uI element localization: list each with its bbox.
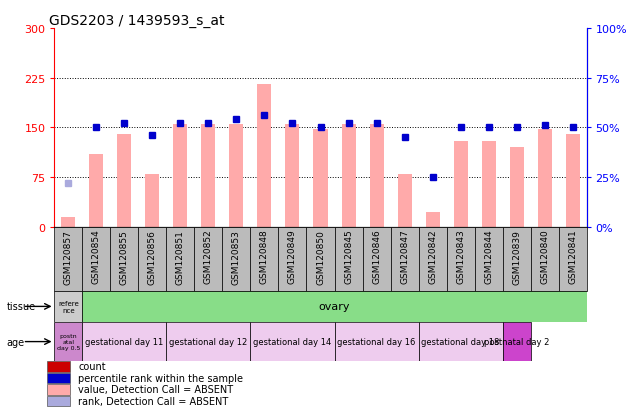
Text: gestational day 11: gestational day 11 [85,337,163,346]
Bar [54,291,83,322]
Bar [419,322,503,361]
Bar [397,174,412,227]
Text: refere
nce: refere nce [58,300,79,313]
Text: postn
atal
day 0.5: postn atal day 0.5 [57,333,80,350]
Text: GSM120844: GSM120844 [484,229,493,284]
Bar [47,373,70,383]
Bar [201,125,215,227]
Bar [222,227,251,291]
Text: GSM120856: GSM120856 [148,229,157,284]
Bar [47,384,70,395]
Bar [503,322,531,361]
Text: GSM120848: GSM120848 [260,229,269,284]
Text: percentile rank within the sample: percentile rank within the sample [78,373,243,383]
Text: GSM120842: GSM120842 [428,229,437,284]
Bar [47,361,70,372]
Text: GSM120840: GSM120840 [540,229,549,284]
Text: GSM120854: GSM120854 [92,229,101,284]
Bar [83,227,110,291]
Text: GSM120849: GSM120849 [288,229,297,284]
Text: age: age [6,337,24,347]
Bar [313,129,328,227]
Bar [538,129,551,227]
Text: gestational day 14: gestational day 14 [253,337,331,346]
Text: GSM120851: GSM120851 [176,229,185,284]
Text: GSM120839: GSM120839 [512,229,521,284]
Bar [447,227,474,291]
Bar [251,227,278,291]
Bar [390,227,419,291]
Text: GSM120857: GSM120857 [64,229,73,284]
Bar [258,85,272,227]
Bar [54,227,83,291]
Bar [481,141,495,227]
Text: GSM120841: GSM120841 [568,229,577,284]
Text: GSM120850: GSM120850 [316,229,325,284]
Text: value, Detection Call = ABSENT: value, Detection Call = ABSENT [78,385,233,394]
Text: GDS2203 / 1439593_s_at: GDS2203 / 1439593_s_at [49,14,224,28]
Text: tissue: tissue [6,301,35,312]
Bar [47,396,70,406]
Bar [342,125,356,227]
Text: GSM120843: GSM120843 [456,229,465,284]
Text: GSM120852: GSM120852 [204,229,213,284]
Bar [278,227,306,291]
Bar [229,125,244,227]
Bar [83,322,167,361]
Bar [335,227,363,291]
Text: gestational day 18: gestational day 18 [421,337,500,346]
Bar [306,227,335,291]
Text: GSM120846: GSM120846 [372,229,381,284]
Text: GSM120847: GSM120847 [400,229,409,284]
Bar [117,135,131,227]
Bar [54,322,83,361]
Text: GSM120853: GSM120853 [232,229,241,284]
Bar [369,125,383,227]
Bar [503,227,531,291]
Text: count: count [78,362,106,372]
Bar [62,217,76,227]
Bar [419,227,447,291]
Text: rank, Detection Call = ABSENT: rank, Detection Call = ABSENT [78,396,228,406]
Bar [510,148,524,227]
Bar [174,125,188,227]
Bar [110,227,138,291]
Text: postnatal day 2: postnatal day 2 [484,337,549,346]
Bar [194,227,222,291]
Text: GSM120855: GSM120855 [120,229,129,284]
Bar [285,125,299,227]
Bar [90,154,103,227]
Bar [138,227,167,291]
Text: ovary: ovary [319,301,350,312]
Text: GSM120845: GSM120845 [344,229,353,284]
Bar [167,227,194,291]
Bar [167,322,251,361]
Bar [531,227,558,291]
Bar [454,141,467,227]
Bar [558,227,587,291]
Bar [565,135,579,227]
Text: gestational day 16: gestational day 16 [337,337,416,346]
Bar [146,174,160,227]
Bar [335,322,419,361]
Bar [363,227,390,291]
Text: gestational day 12: gestational day 12 [169,337,247,346]
Bar [474,227,503,291]
Bar [251,322,335,361]
Bar [426,213,440,227]
